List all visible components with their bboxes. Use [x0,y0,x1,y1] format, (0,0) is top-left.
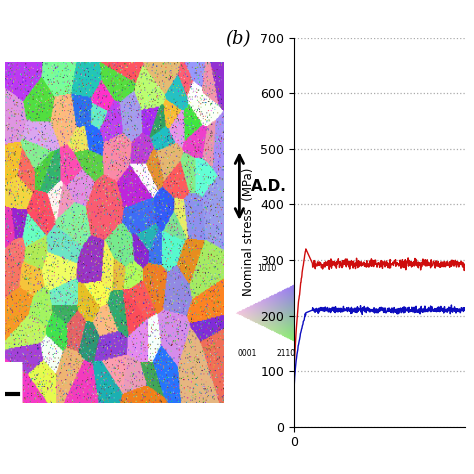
Text: (b): (b) [226,30,251,48]
Text: 0001: 0001 [238,348,257,357]
Y-axis label: Nominal stress  (MPa): Nominal stress (MPa) [242,168,255,296]
Text: 2110: 2110 [276,348,295,357]
Text: 1010: 1010 [257,264,276,273]
Text: A.D.: A.D. [251,179,287,193]
